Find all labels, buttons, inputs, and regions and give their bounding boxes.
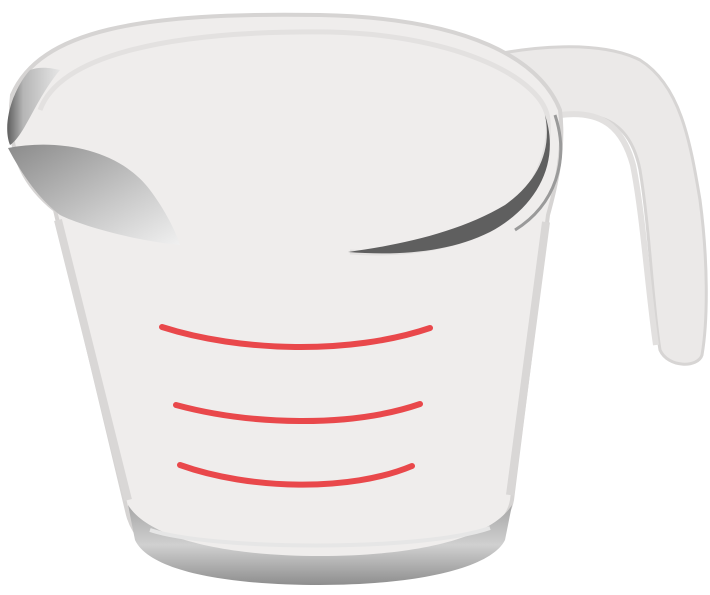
measurement-line-3	[177, 462, 415, 488]
handle	[468, 45, 708, 366]
handle-inner-shadow	[559, 111, 659, 346]
rim-right-highlight	[514, 114, 563, 232]
measurement-line-2	[173, 401, 423, 424]
rim-left-edge	[7, 67, 61, 145]
base-highlight	[149, 526, 491, 548]
rim-right-shadow	[348, 115, 550, 254]
glass-left-edge	[54, 219, 132, 501]
glass-right-edge	[506, 221, 550, 496]
cup-base	[128, 505, 512, 585]
measurement-line-1	[159, 324, 433, 351]
spout	[8, 144, 180, 245]
cup-body	[8, 12, 564, 581]
